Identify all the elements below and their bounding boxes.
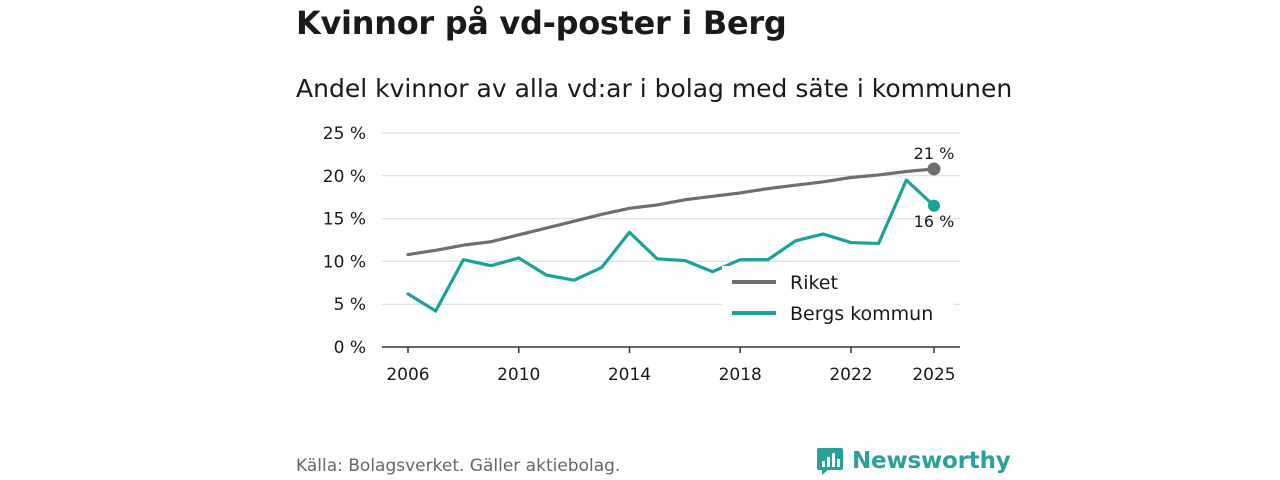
legend-label-bergs-kommun: Bergs kommun: [790, 303, 933, 325]
end-marker-bergs-kommun: [928, 199, 940, 212]
x-tick-label: 2025: [912, 365, 955, 385]
series-lines: [406, 167, 936, 313]
chart-subtitle: Andel kvinnor av alla vd:ar i bolag med …: [296, 74, 1013, 103]
y-tick-label: 5 %: [334, 295, 366, 315]
legend-label-riket: Riket: [790, 272, 838, 294]
end-markers: 21 % 16 %: [914, 144, 955, 231]
x-tick-label: 2014: [608, 365, 651, 385]
series-line-riket: [406, 167, 936, 257]
newsworthy-logo-icon: [817, 448, 843, 475]
x-tick-label: 2022: [829, 365, 872, 385]
legend-background: [722, 266, 954, 334]
y-tick-label: 25 %: [323, 124, 366, 144]
source-note: Källa: Bolagsverket. Gäller aktiebolag.: [296, 456, 621, 476]
chart-title: Kvinnor på vd-poster i Berg: [296, 4, 787, 42]
x-axis: [382, 346, 960, 353]
y-tick-label: 20 %: [323, 167, 366, 187]
y-tick-labels: 0 % 5 % 10 % 15 % 20 % 25 %: [323, 124, 366, 358]
end-marker-riket: [927, 162, 941, 176]
y-tick-label: 10 %: [323, 252, 366, 272]
series-line-bergs-kommun: [406, 178, 936, 313]
brand-name: Newsworthy: [852, 448, 1011, 474]
y-tick-label: 15 %: [323, 210, 366, 230]
x-tick-labels: 2006 2010 2014 2018 2022 2025: [386, 365, 955, 385]
x-tick-label: 2018: [719, 365, 762, 385]
end-value-label: 21 %: [914, 144, 955, 163]
legend: Riket Bergs kommun: [722, 266, 954, 334]
y-tick-label: 0 %: [334, 338, 366, 358]
x-tick-label: 2010: [497, 365, 540, 385]
x-tick-label: 2006: [386, 365, 429, 385]
brand-logo: Newsworthy: [816, 446, 1011, 476]
end-value-label: 16 %: [914, 212, 955, 231]
